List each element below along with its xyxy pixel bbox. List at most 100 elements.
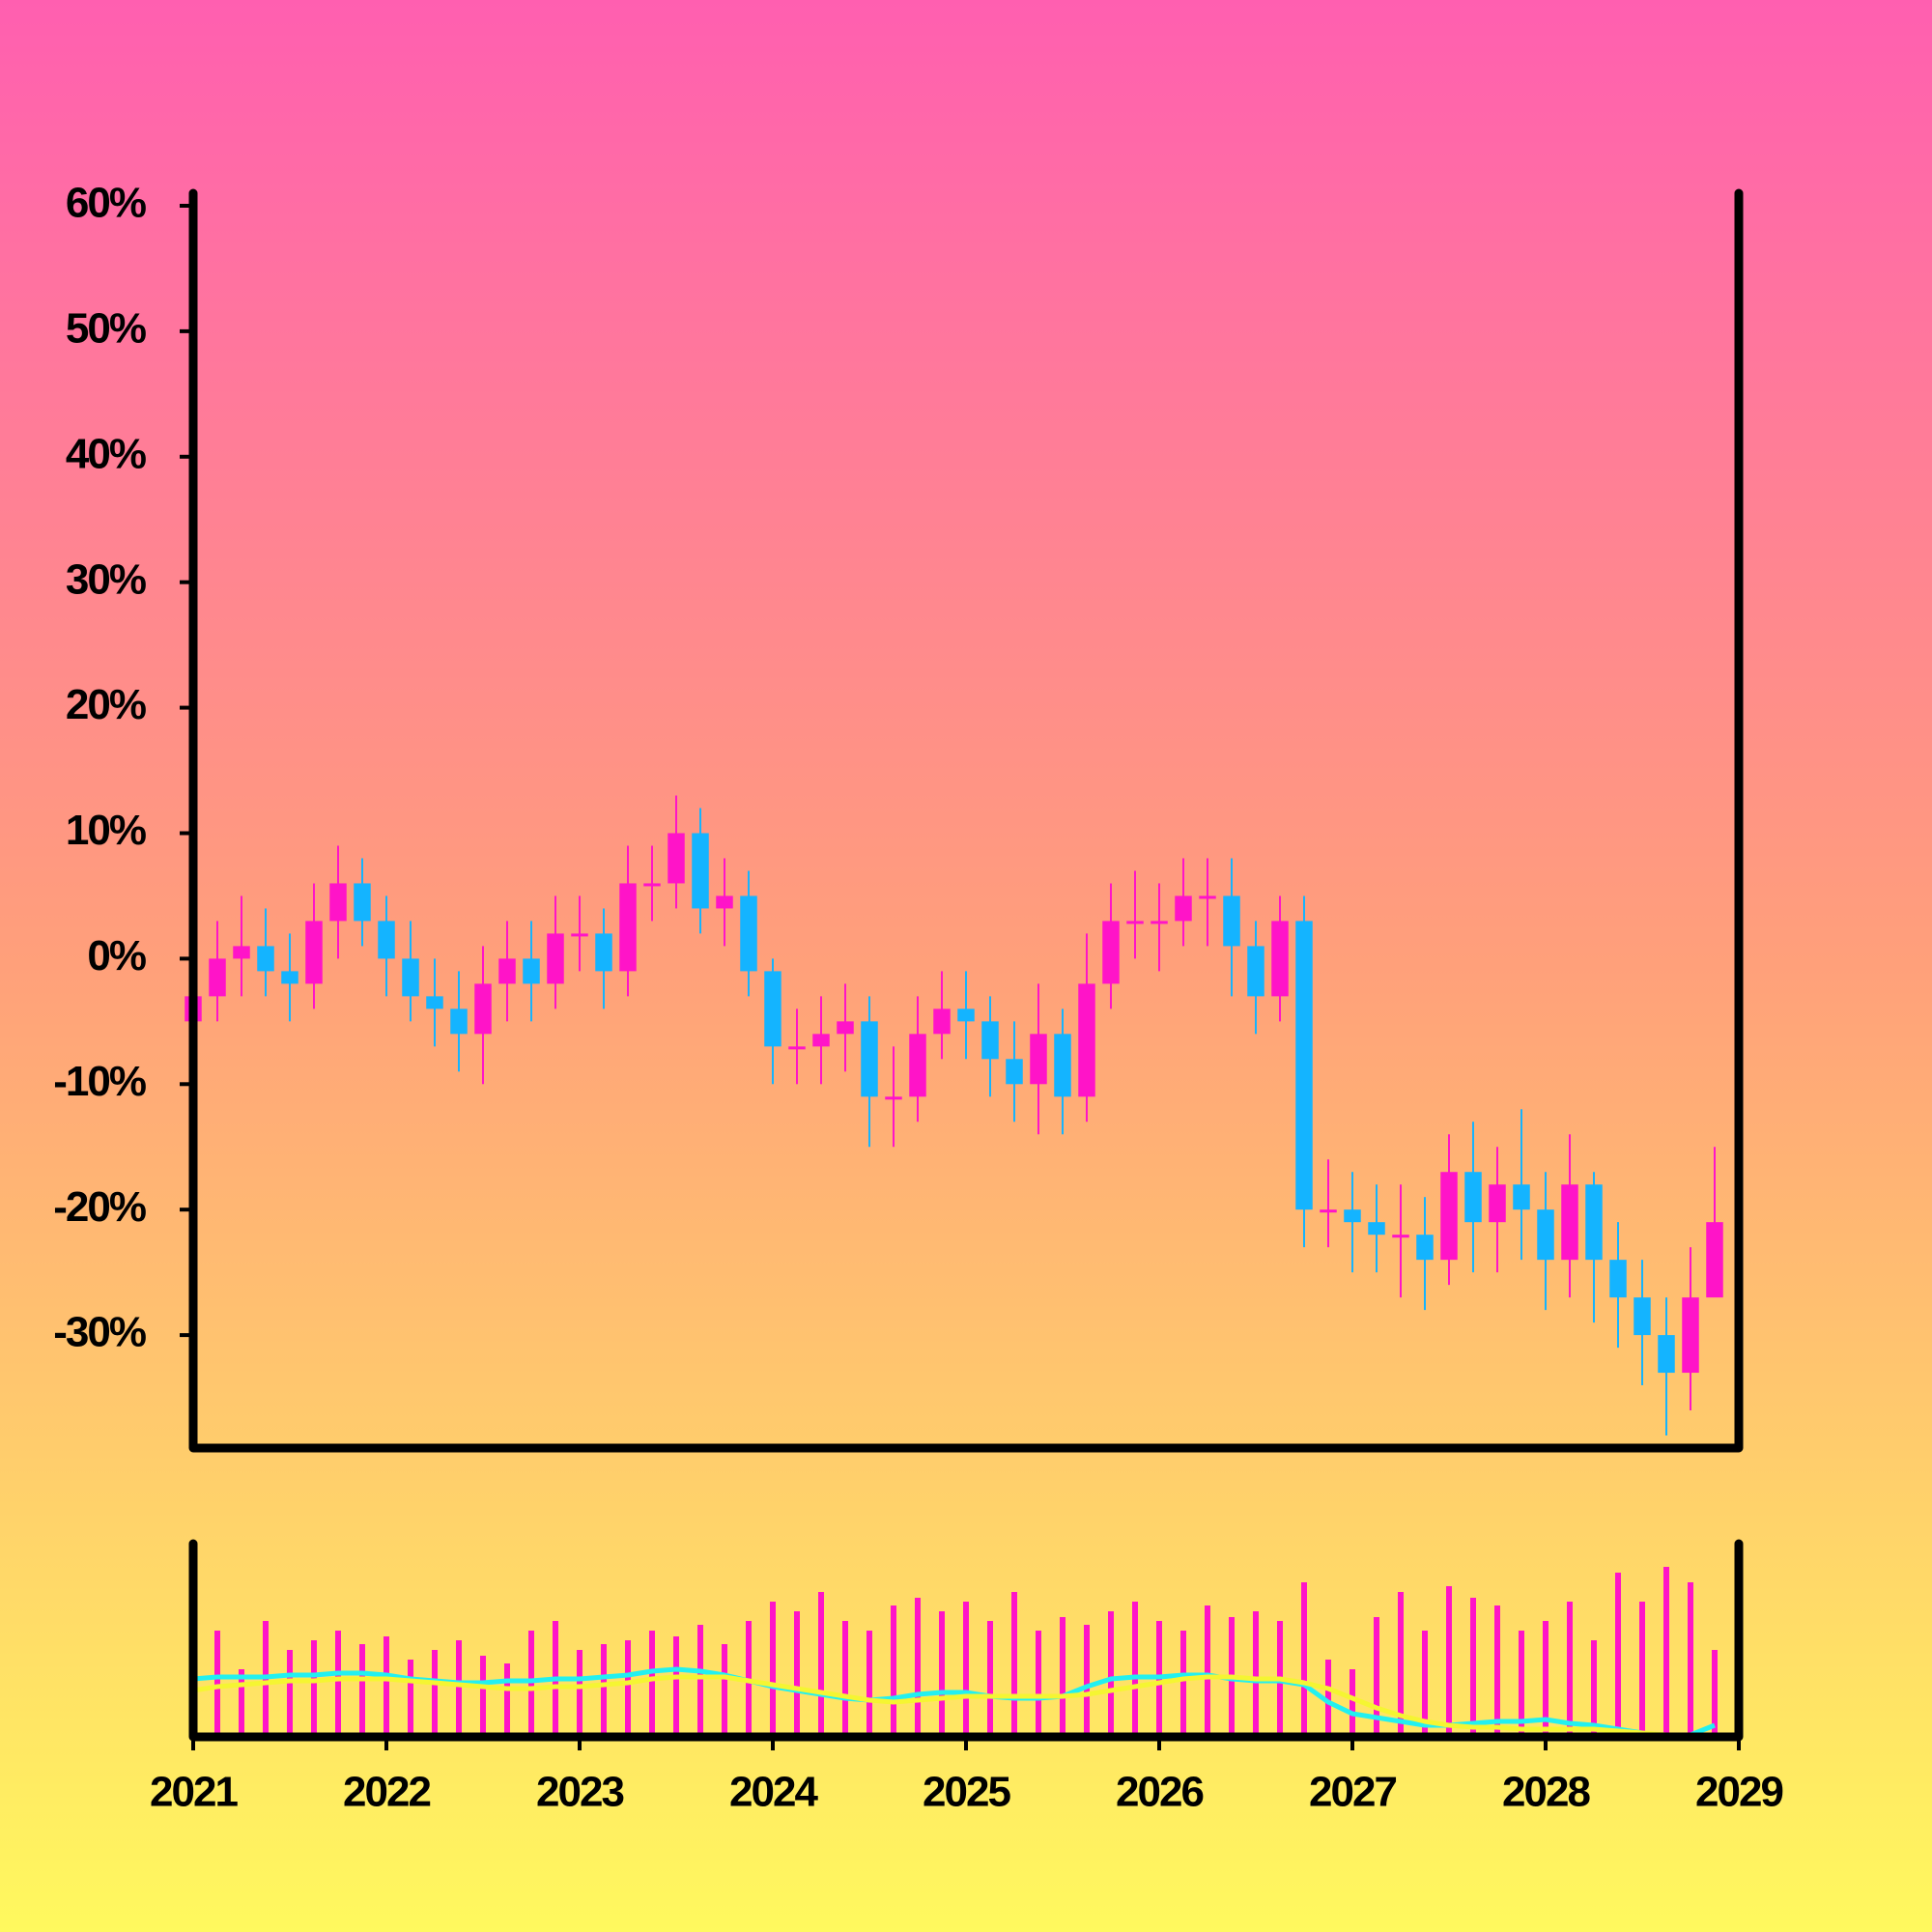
candle-body [861,1021,878,1097]
candle-body [885,1096,902,1100]
volume-bar [601,1644,607,1737]
volume-bar [1446,1586,1452,1737]
candle-body [1247,946,1264,997]
volume-bar [528,1631,534,1737]
volume-bar [1060,1617,1065,1737]
x-tick-label: 2024 [729,1769,818,1816]
candle-body [1368,1222,1385,1236]
x-tick-label: 2025 [923,1769,1010,1816]
x-tick-label: 2022 [343,1769,430,1816]
candle-body [1537,1209,1554,1261]
candle-body [957,1009,975,1022]
volume-bar [384,1636,389,1737]
candle-body [1223,895,1240,947]
candle-body [1489,1184,1506,1223]
candle-body [788,1046,806,1050]
candle-body [1634,1297,1651,1336]
y-tick-label: -10% [53,1058,146,1105]
volume-bar [1325,1660,1331,1737]
candle-body [426,996,443,1009]
candle-body [1199,895,1216,899]
volume-bar [480,1656,486,1737]
candle-body [402,958,419,997]
volume-bar [649,1631,655,1737]
candle-body [1271,921,1289,997]
candle-body [1054,1034,1071,1097]
candle-body [1344,1209,1361,1223]
volume-bar [697,1625,703,1737]
candle-body [981,1021,999,1060]
volume-bar [1374,1617,1379,1737]
volume-bar [891,1605,896,1737]
volume-bar [1663,1567,1669,1737]
volume-bar [794,1611,800,1737]
axis-frame [188,1539,1744,1742]
volume-bar [1132,1602,1138,1737]
volume-bar [1615,1573,1621,1737]
candle-body [933,1009,951,1035]
volume-ma-line [192,1674,1715,1738]
volume-bar [1422,1631,1428,1737]
candle-body [692,833,709,909]
candle-body [1078,983,1095,1097]
volume-bar [359,1644,365,1737]
candle-body [909,1034,926,1097]
volume-bar [1253,1611,1259,1737]
x-tick-label: 2021 [150,1769,238,1816]
candle-body [837,1021,854,1035]
volume-bar [770,1602,776,1737]
volume-bar [1036,1631,1041,1737]
candle-body [329,883,347,922]
volume-bar [504,1663,510,1737]
volume-bar [287,1650,293,1737]
candle-body [1513,1184,1530,1210]
candle-body [498,958,516,984]
x-tick-label: 2023 [536,1769,623,1816]
volume-bar [1470,1598,1476,1737]
volume-bar [1712,1650,1718,1737]
volume-bar [214,1631,220,1737]
candle-body [233,946,250,959]
x-tick-label: 2027 [1309,1769,1396,1816]
volume-bar [1591,1640,1597,1737]
candle-body [547,933,564,984]
candle-body [450,1009,468,1035]
y-tick-label: 20% [66,681,146,728]
axis-frame [188,188,1744,1453]
volume-bar [1011,1592,1017,1737]
y-tick-label: -30% [53,1309,146,1356]
candle-body [474,983,492,1035]
candle-body [1102,921,1120,984]
volume-bar [1567,1602,1573,1737]
volume-bar [818,1592,824,1737]
candle-body [1392,1235,1409,1238]
candle-body [1585,1184,1603,1261]
candle-body [1006,1059,1023,1085]
candle-body [1440,1172,1458,1261]
y-tick-label: -20% [53,1183,146,1231]
candle-body [209,958,226,997]
candle-body [643,883,661,887]
candle-body [764,971,781,1047]
x-tick-label: 2029 [1695,1769,1782,1816]
x-tick-label: 2028 [1502,1769,1590,1816]
candle-body [257,946,274,972]
candle-body [281,971,298,984]
candle-body [595,933,612,972]
y-tick-label: 30% [66,555,146,603]
candle-body [1320,1209,1337,1213]
candle-body [1151,921,1168,924]
candle-body [619,883,637,972]
volume-bar [1639,1602,1645,1737]
volume-bar [311,1640,317,1737]
candle-body [668,833,685,884]
volume-bar [456,1640,462,1737]
volume-bar [722,1644,727,1737]
volume-bar [239,1669,244,1737]
candle-body [740,895,757,972]
y-tick-label: 0% [87,932,145,980]
volume-bar [915,1598,921,1737]
candle-body [1295,921,1313,1210]
